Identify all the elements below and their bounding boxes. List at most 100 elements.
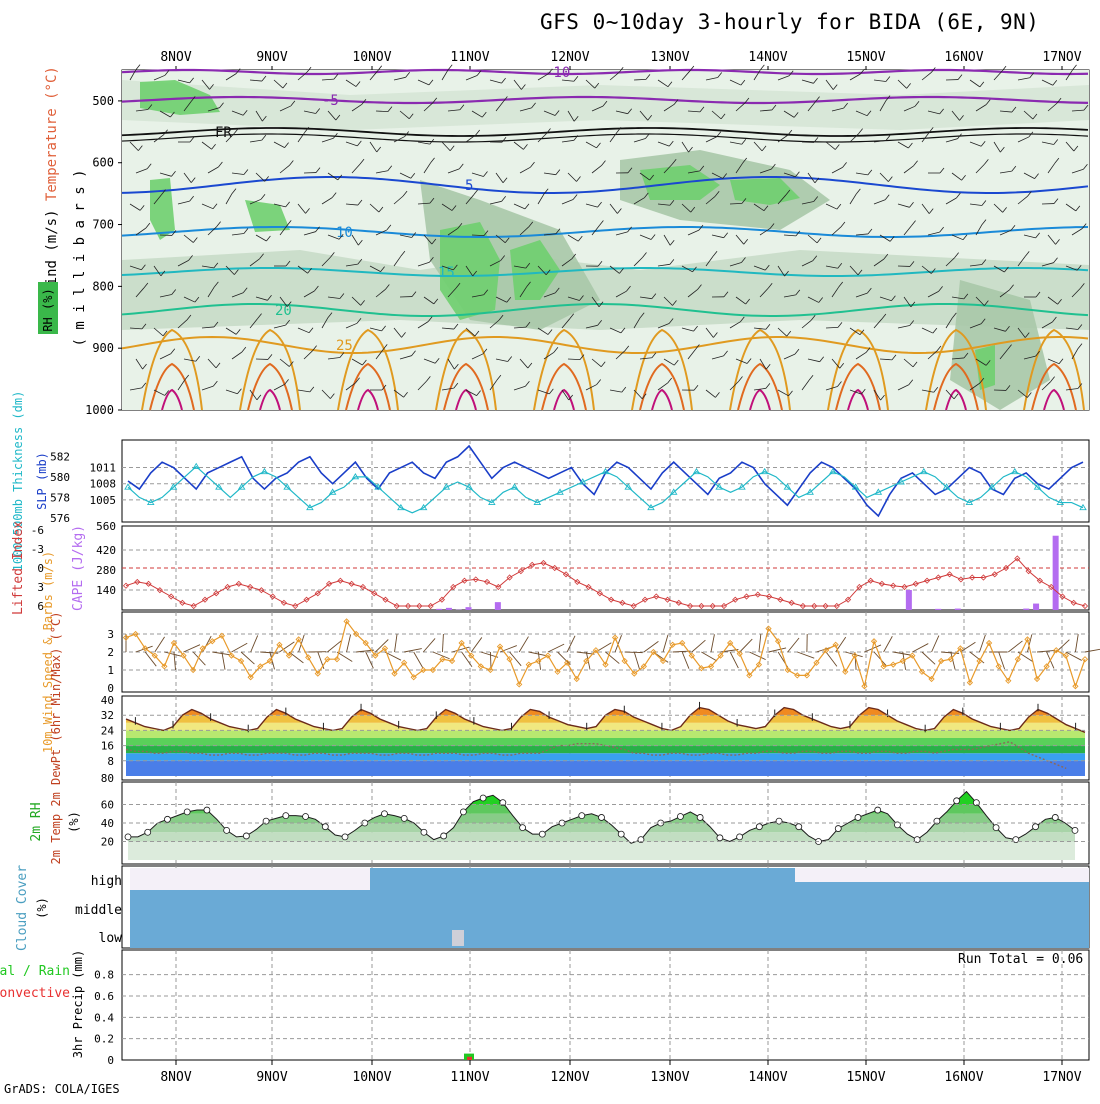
pressure-tick-label: 700 xyxy=(92,218,114,232)
rh-marker xyxy=(480,795,486,801)
surface-wind-barb xyxy=(193,652,205,665)
rh-marker xyxy=(441,833,447,839)
footer-credit: GrADS: COLA/IGES xyxy=(4,1082,120,1096)
wind-tick-label: 2 xyxy=(107,646,114,659)
rh-marker xyxy=(204,807,210,813)
x-tick-label-bottom: 8NOV xyxy=(160,1070,191,1085)
surface-wind-barb xyxy=(797,652,814,658)
surface-wind-barb xyxy=(404,649,422,652)
x-tick-label-bottom: 14NOV xyxy=(748,1070,787,1085)
rh-marker xyxy=(342,834,348,840)
surface-wind-barb xyxy=(222,652,225,670)
rh-marker xyxy=(243,833,249,839)
surface-wind-barb xyxy=(711,634,714,652)
surface-wind-barb xyxy=(932,636,939,652)
wind-tick-label: 1 xyxy=(107,664,114,677)
rh-marker xyxy=(460,809,466,815)
surface-wind-barb xyxy=(826,652,837,666)
cape-bar xyxy=(1023,609,1029,610)
isotherm-label: 25 xyxy=(336,338,353,354)
precip-convective-label: Convective xyxy=(0,986,70,1001)
temp-band xyxy=(122,761,1089,776)
rh-band xyxy=(122,842,1089,861)
x-tick-label-top: 12NOV xyxy=(550,50,589,65)
temp-band xyxy=(122,700,1089,708)
x-tick-label-top: 8NOV xyxy=(160,50,191,65)
legend-wind: Wind (m/s) xyxy=(44,201,60,294)
pressure-tick-label: 1000 xyxy=(85,403,114,417)
precip-tick-label: 0.6 xyxy=(94,990,114,1003)
panel-frame-precip xyxy=(122,950,1089,1060)
pressure-tick-label: 800 xyxy=(92,279,114,293)
rh-marker xyxy=(520,825,526,831)
cape-tick-label: 140 xyxy=(96,584,116,597)
surface-wind-barb xyxy=(442,634,443,652)
isotherm-label: 20 xyxy=(275,303,292,319)
surface-wind-barb xyxy=(155,637,165,652)
surface-wind-barb xyxy=(788,638,799,652)
rh-marker xyxy=(164,816,170,822)
x-tick-label-bottom: 17NOV xyxy=(1042,1070,1081,1085)
rh-tick-label: 20 xyxy=(101,836,114,849)
cloud-level-label: low xyxy=(99,931,123,946)
isotherm-label: 10 xyxy=(336,225,353,241)
surface-wind-barb xyxy=(337,652,352,662)
surface-wind-barb xyxy=(749,652,765,660)
precip-tick-label: 0.8 xyxy=(94,969,114,982)
surface-wind-barb xyxy=(922,652,935,664)
temp-band xyxy=(122,708,1089,716)
surface-wind-barb xyxy=(884,636,893,652)
thickness-tick-label: 580 xyxy=(50,471,70,484)
rh-marker xyxy=(618,831,624,837)
x-tick-label-bottom: 12NOV xyxy=(550,1070,589,1085)
rh-marker xyxy=(717,835,723,841)
li-tick-label: -6 xyxy=(31,524,44,537)
cloud-low-patch xyxy=(452,930,464,946)
rh-axis-units: (%) xyxy=(67,811,81,833)
cape-bar xyxy=(906,590,912,610)
legend-rh: RH (%) xyxy=(41,288,55,331)
rh-marker xyxy=(381,811,387,817)
slp-tick-label: 1005 xyxy=(90,494,117,507)
pressure-tick-label: 900 xyxy=(92,341,114,355)
precip-axis-title: 3hr Precip (mm) xyxy=(71,950,85,1058)
run-total: Run Total = 0.06 xyxy=(958,952,1083,967)
surface-wind-barb xyxy=(769,648,787,652)
cloud-axis-title: Cloud Cover xyxy=(15,865,30,951)
rh-marker xyxy=(283,813,289,819)
surface-wind-barb xyxy=(701,652,717,661)
x-tick-label-bottom: 9NOV xyxy=(256,1070,287,1085)
wind-speed-line xyxy=(126,621,1085,686)
temp-tick-label: 32 xyxy=(101,709,114,722)
surface-wind-barb xyxy=(395,634,398,652)
legend-temp: Temperature (°C) xyxy=(44,66,60,201)
rh-marker xyxy=(421,829,427,835)
surface-wind-barb xyxy=(980,635,986,652)
cape-bar xyxy=(436,609,442,610)
temp-tick-label: 80 xyxy=(101,772,114,785)
temp-tick-label: 24 xyxy=(101,724,115,737)
temp-band xyxy=(122,738,1089,746)
surface-wind-barb xyxy=(184,645,200,652)
cape-bar xyxy=(955,609,961,610)
rh-marker xyxy=(125,834,131,840)
rh-marker xyxy=(1052,814,1058,820)
rh-marker xyxy=(303,814,309,820)
rh-marker xyxy=(954,798,960,804)
rh-marker xyxy=(224,827,230,833)
wind-tick-label: 3 xyxy=(107,628,114,641)
pressure-tick-label: 600 xyxy=(92,156,114,170)
surface-wind-barb xyxy=(912,644,928,652)
surface-wind-barb xyxy=(634,652,639,669)
temp-band xyxy=(122,730,1089,738)
x-tick-label-bottom: 13NOV xyxy=(650,1070,689,1085)
surface-wind-barb xyxy=(145,652,156,666)
temp-band xyxy=(122,746,1089,754)
surface-wind-barb xyxy=(423,638,435,652)
cape-bar xyxy=(466,607,472,610)
x-tick-label-bottom: 11NOV xyxy=(450,1070,489,1085)
precip-tick-label: 0.4 xyxy=(94,1011,114,1024)
surface-wind-barb xyxy=(231,643,247,652)
